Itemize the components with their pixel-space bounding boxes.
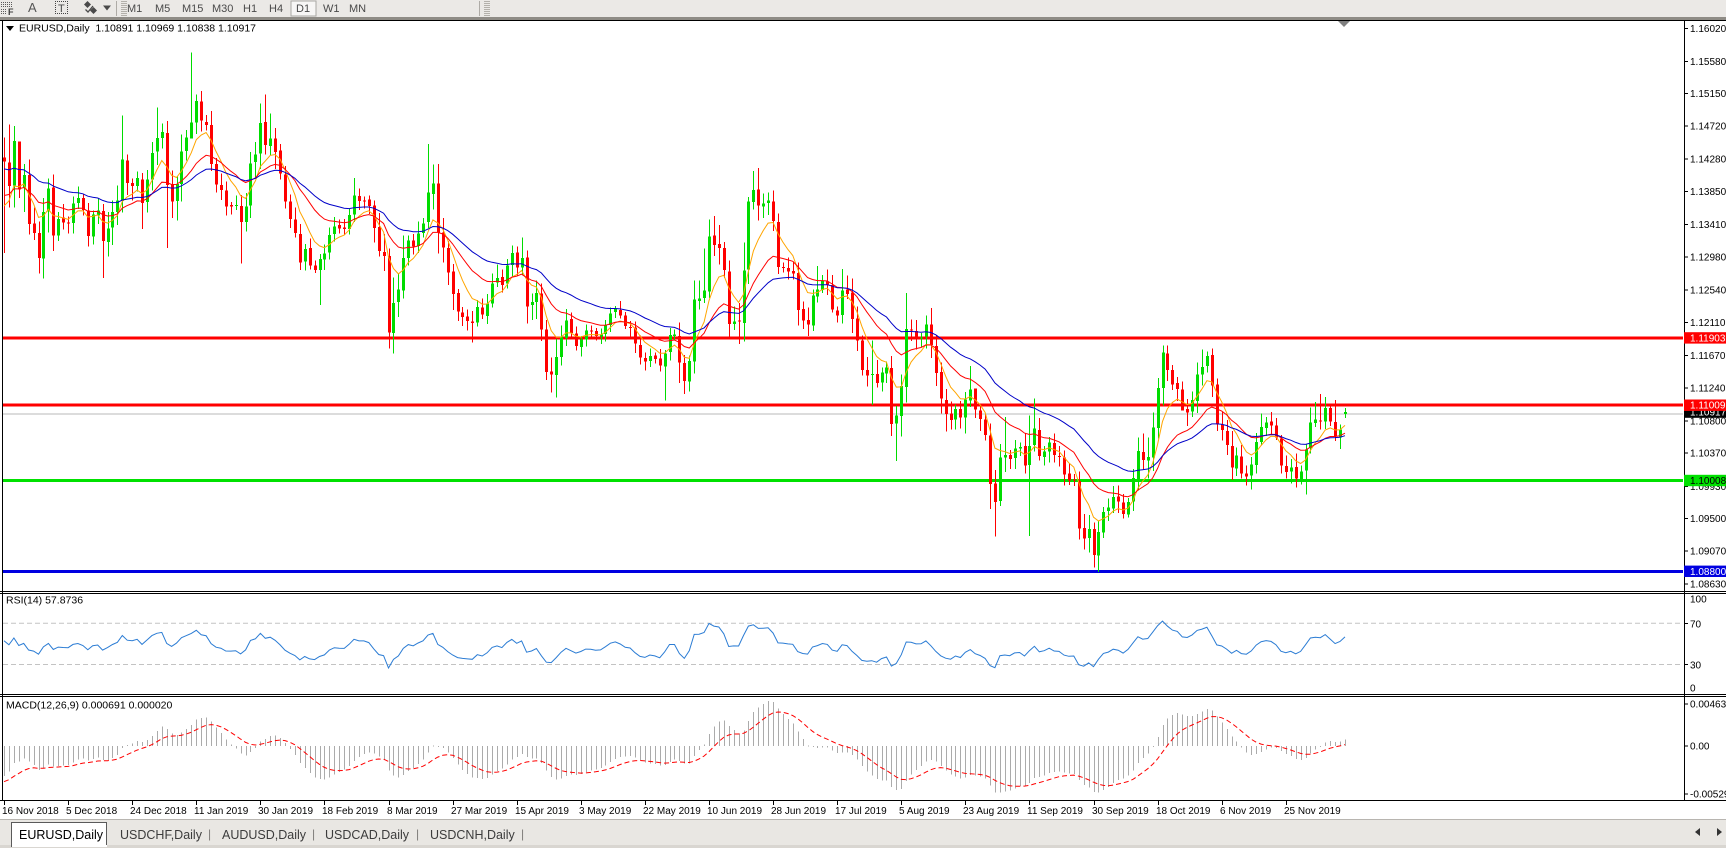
- svg-text:27 Mar 2019: 27 Mar 2019: [451, 806, 508, 817]
- svg-text:70: 70: [1690, 619, 1702, 630]
- svg-text:1.13850: 1.13850: [1690, 187, 1726, 198]
- svg-text:W1: W1: [323, 3, 340, 15]
- svg-text:1.11670: 1.11670: [1690, 351, 1726, 362]
- svg-text:22 May 2019: 22 May 2019: [643, 806, 701, 817]
- svg-text:USDCHF,Daily: USDCHF,Daily: [120, 828, 203, 842]
- svg-text:1.14720: 1.14720: [1690, 122, 1726, 133]
- svg-text:18 Feb 2019: 18 Feb 2019: [322, 806, 379, 817]
- svg-text:5 Aug 2019: 5 Aug 2019: [899, 806, 950, 817]
- svg-text:28 Jun 2019: 28 Jun 2019: [771, 806, 826, 817]
- svg-text:USDCNH,Daily: USDCNH,Daily: [430, 828, 515, 842]
- svg-text:16 Nov 2018: 16 Nov 2018: [2, 806, 59, 817]
- svg-text:M5: M5: [155, 3, 170, 15]
- svg-text:H4: H4: [269, 3, 283, 15]
- svg-text:0.00463: 0.00463: [1690, 700, 1726, 711]
- svg-text:30 Jan 2019: 30 Jan 2019: [258, 806, 313, 817]
- svg-text:M30: M30: [212, 3, 233, 15]
- svg-text:3 May 2019: 3 May 2019: [579, 806, 632, 817]
- svg-text:24 Dec 2018: 24 Dec 2018: [130, 806, 187, 817]
- svg-text:1.09070: 1.09070: [1690, 547, 1726, 558]
- svg-text:|: |: [208, 827, 211, 841]
- svg-text:M1: M1: [127, 3, 142, 15]
- svg-text:MACD(12,26,9) 0.000691 0.00002: MACD(12,26,9) 0.000691 0.000020: [6, 700, 173, 712]
- svg-text:8 Mar 2019: 8 Mar 2019: [387, 806, 438, 817]
- svg-text:15 Apr 2019: 15 Apr 2019: [515, 806, 569, 817]
- svg-text:1.12540: 1.12540: [1690, 286, 1726, 297]
- svg-text:10 Jun 2019: 10 Jun 2019: [707, 806, 762, 817]
- svg-text:H1: H1: [243, 3, 257, 15]
- svg-text:30 Sep 2019: 30 Sep 2019: [1092, 806, 1149, 817]
- svg-text:6 Nov 2019: 6 Nov 2019: [1220, 806, 1272, 817]
- svg-text:1.12980: 1.12980: [1690, 252, 1726, 263]
- svg-text:1.08630: 1.08630: [1690, 580, 1726, 591]
- svg-text:1.10917: 1.10917: [1690, 408, 1726, 419]
- svg-text:1.10008: 1.10008: [1690, 476, 1726, 487]
- svg-text:1.11009: 1.11009: [1690, 401, 1726, 412]
- svg-text:T: T: [58, 3, 65, 15]
- svg-text:EURUSD,Daily 1.10891 1.10969: EURUSD,Daily 1.10891 1.10969 1.10838 1.1…: [19, 23, 256, 35]
- svg-text:EURUSD,Daily: EURUSD,Daily: [19, 828, 104, 842]
- svg-text:1.12110: 1.12110: [1690, 318, 1726, 329]
- svg-text:1.09500: 1.09500: [1690, 514, 1726, 525]
- svg-text:11 Sep 2019: 11 Sep 2019: [1027, 806, 1083, 817]
- svg-text:|: |: [521, 827, 524, 841]
- svg-text:18 Oct 2019: 18 Oct 2019: [1156, 806, 1211, 817]
- svg-text:F: F: [8, 7, 14, 17]
- svg-text:1.09930: 1.09930: [1690, 482, 1726, 493]
- svg-text:MN: MN: [349, 3, 366, 15]
- svg-text:25 Nov 2019: 25 Nov 2019: [1284, 806, 1341, 817]
- svg-text:|: |: [312, 827, 315, 841]
- svg-text:0: 0: [1690, 684, 1696, 695]
- svg-text:USDCAD,Daily: USDCAD,Daily: [325, 828, 410, 842]
- svg-text:1.16020: 1.16020: [1690, 24, 1726, 35]
- svg-text:1.15150: 1.15150: [1690, 89, 1726, 100]
- svg-text:0.00: 0.00: [1690, 742, 1710, 753]
- svg-text:100: 100: [1690, 595, 1707, 606]
- svg-text:5 Dec 2018: 5 Dec 2018: [66, 806, 118, 817]
- svg-text:1.13410: 1.13410: [1690, 220, 1726, 231]
- svg-text:23 Aug 2019: 23 Aug 2019: [963, 806, 1020, 817]
- svg-text:1.11903: 1.11903: [1690, 333, 1726, 344]
- svg-text:17 Jul 2019: 17 Jul 2019: [835, 806, 887, 817]
- svg-text:RSI(14) 57.8736: RSI(14) 57.8736: [6, 595, 83, 607]
- svg-text:-0.005299: -0.005299: [1690, 790, 1726, 801]
- svg-text:1.10370: 1.10370: [1690, 449, 1726, 460]
- svg-text:D1: D1: [296, 3, 310, 15]
- svg-text:M15: M15: [182, 3, 203, 15]
- svg-text:1.14280: 1.14280: [1690, 155, 1726, 166]
- svg-text:A: A: [28, 0, 37, 15]
- svg-text:11 Jan 2019: 11 Jan 2019: [194, 806, 249, 817]
- svg-text:1.15580: 1.15580: [1690, 57, 1726, 68]
- svg-text:1.10800: 1.10800: [1690, 416, 1726, 427]
- svg-text:30: 30: [1690, 661, 1702, 672]
- svg-text:|: |: [416, 827, 419, 841]
- svg-text:1.08800: 1.08800: [1690, 567, 1726, 578]
- svg-text:1.11240: 1.11240: [1690, 383, 1726, 394]
- svg-text:AUDUSD,Daily: AUDUSD,Daily: [222, 828, 307, 842]
